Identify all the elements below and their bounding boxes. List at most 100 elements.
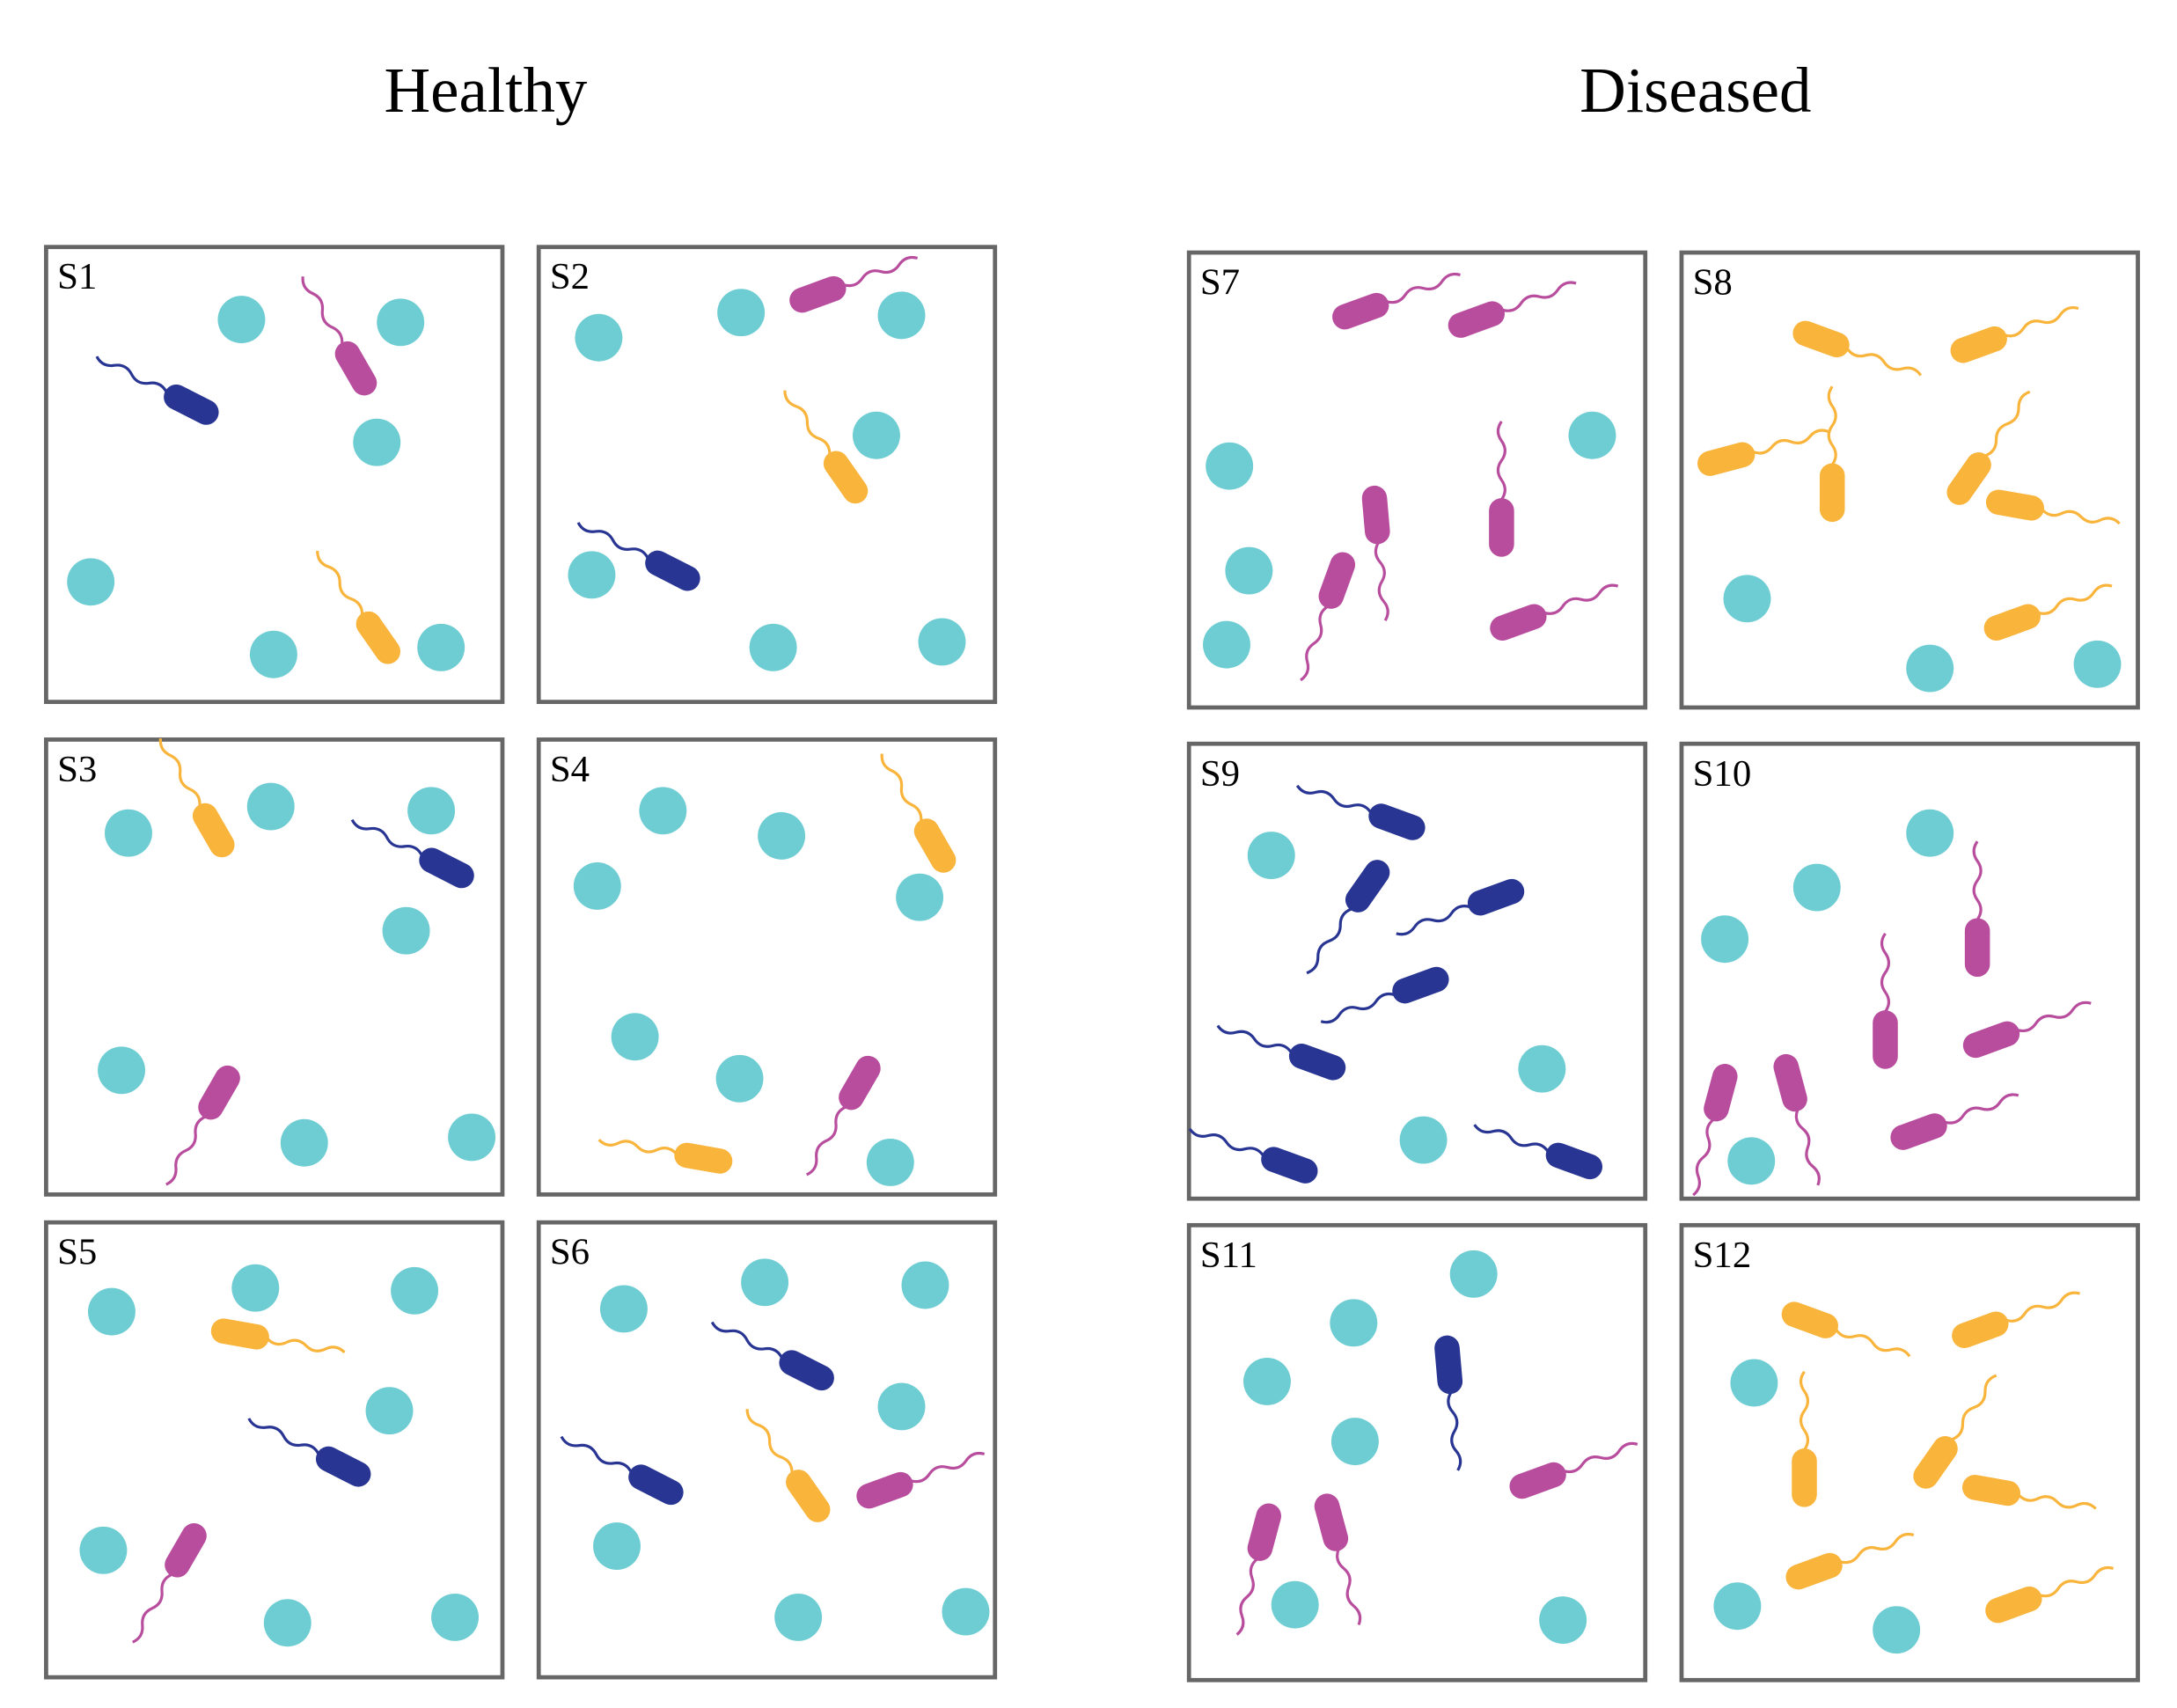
flagellum — [843, 255, 919, 288]
bacterium — [1235, 1503, 1282, 1636]
coccus — [1906, 644, 1954, 693]
panel-frame — [536, 737, 998, 1197]
coccus — [1568, 411, 1616, 459]
coccus — [365, 1387, 414, 1435]
cell-body — [419, 847, 474, 889]
flagellum — [1188, 1127, 1264, 1157]
coccus — [377, 298, 425, 347]
flagellum — [1320, 992, 1396, 1024]
coccus — [1330, 1299, 1378, 1347]
bacterium — [1320, 966, 1449, 1024]
coccus — [391, 1266, 439, 1315]
flagellum — [247, 1418, 320, 1455]
coccus — [382, 906, 430, 955]
sample-label: S7 — [1200, 262, 1240, 304]
flagellum — [805, 1105, 847, 1177]
cell-body — [164, 384, 219, 425]
cell-body — [1819, 463, 1845, 523]
sample-panel: S8 — [1679, 250, 2140, 710]
flagellum — [1306, 907, 1352, 975]
bacterium — [1509, 1441, 1638, 1499]
cell-body — [192, 803, 235, 858]
coccus — [749, 623, 797, 671]
bacterium — [1785, 1532, 1915, 1590]
bacterium — [1962, 1001, 2092, 1059]
sample-label: S8 — [1693, 262, 1733, 304]
bacterium — [1961, 1475, 2097, 1510]
flagellum — [1473, 1124, 1550, 1153]
cell-body — [1952, 1311, 2009, 1349]
coccus — [1723, 575, 1771, 623]
flagellum — [1235, 1558, 1258, 1636]
coccus — [67, 558, 115, 606]
coccus — [98, 1046, 146, 1095]
flagellum — [1944, 1093, 2019, 1125]
bacterium — [576, 522, 700, 591]
coccus — [853, 411, 900, 459]
panel-frame — [1679, 250, 2140, 710]
sample-label: S2 — [550, 256, 590, 297]
coccus — [217, 296, 266, 344]
cell-body — [210, 1318, 269, 1350]
sample-panel: S12 — [1679, 1222, 2140, 1682]
flagellum — [1447, 1391, 1462, 1471]
coccus — [758, 811, 806, 860]
coccus — [1792, 863, 1841, 912]
sample-label: S5 — [57, 1232, 97, 1273]
cell-body — [165, 1523, 207, 1578]
bacterium — [158, 738, 235, 858]
bacterium — [1692, 1064, 1738, 1197]
bacterium — [1361, 485, 1390, 622]
coccus — [717, 289, 766, 337]
bacterium — [745, 1409, 831, 1522]
bacterium — [1697, 429, 1829, 476]
bacterium — [1873, 932, 1898, 1069]
flagellum — [132, 1572, 172, 1644]
sample-panel: S2 — [536, 245, 998, 705]
cell-body — [1873, 1010, 1898, 1069]
bacterium — [1792, 320, 1923, 377]
cell-body — [1489, 498, 1514, 557]
bacterium — [805, 1055, 881, 1177]
bacterium — [1448, 281, 1577, 338]
cell-body — [789, 275, 847, 313]
sample-panel: S6 — [536, 1220, 998, 1680]
cell-body — [839, 1055, 881, 1111]
cell-body — [1961, 1475, 2021, 1506]
flagellum — [1336, 1549, 1362, 1626]
coccus — [1330, 1418, 1379, 1466]
cell-body — [1261, 1147, 1318, 1184]
bacterium — [789, 255, 919, 313]
flagellum — [1496, 420, 1506, 501]
cell-body — [913, 818, 957, 873]
cell-body — [786, 1470, 831, 1522]
coccus — [599, 1285, 648, 1333]
coccus — [1713, 1582, 1762, 1631]
cell-body — [1913, 1436, 1958, 1489]
bacterium — [1434, 1335, 1463, 1471]
coccus — [575, 313, 623, 362]
sample-label: S3 — [57, 749, 97, 790]
bacterium — [1819, 385, 1845, 523]
bacterium — [1985, 489, 2121, 525]
coccus — [1243, 1357, 1291, 1405]
cell-body — [779, 1350, 834, 1391]
group-title: Diseased — [1580, 55, 1811, 126]
bacterium — [1188, 1127, 1318, 1184]
cell-body — [1368, 803, 1426, 840]
bacterium — [560, 1435, 684, 1506]
cell-body — [1288, 1044, 1346, 1081]
cell-body — [1962, 1021, 2020, 1059]
panel-frame — [44, 245, 505, 705]
cell-body — [315, 1446, 371, 1487]
sample-panel: S4 — [536, 737, 998, 1197]
cell-body — [1792, 320, 1850, 358]
cell-body — [1964, 918, 1990, 978]
coccus — [249, 630, 297, 678]
coccus — [407, 787, 456, 835]
bacterium — [1216, 1024, 1346, 1081]
flagellum — [266, 1338, 346, 1354]
cell-body — [1434, 1335, 1463, 1395]
sample-label: S9 — [1200, 753, 1240, 795]
